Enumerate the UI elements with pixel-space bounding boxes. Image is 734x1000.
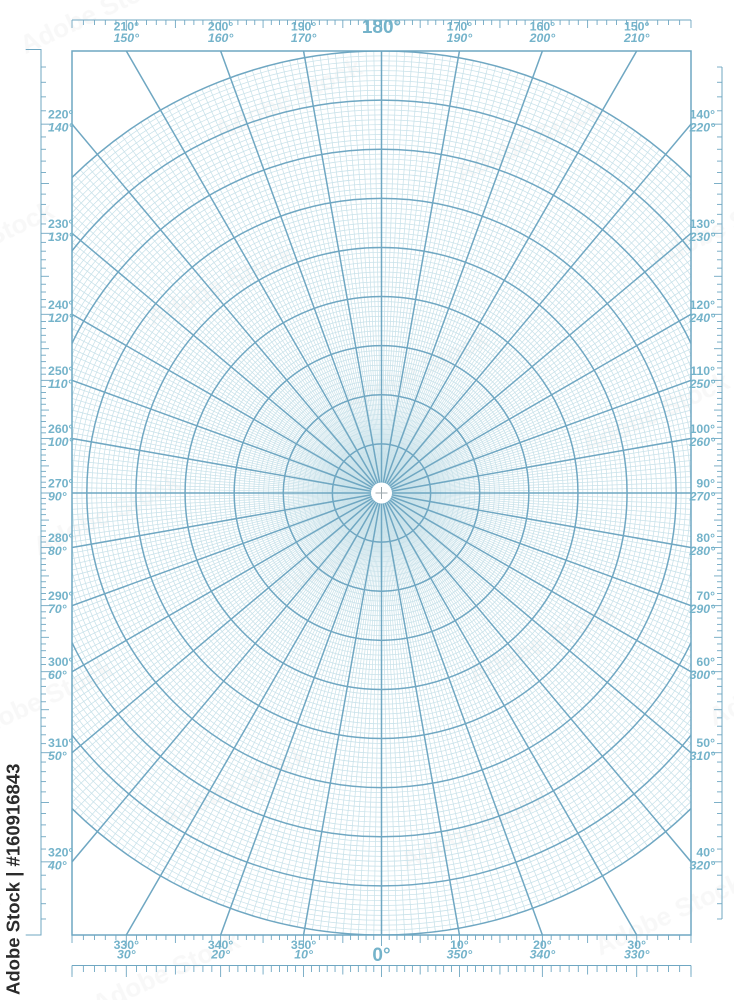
svg-text:230°: 230° xyxy=(689,230,716,244)
svg-text:320°: 320° xyxy=(690,858,716,872)
svg-text:30°: 30° xyxy=(117,947,136,961)
svg-text:280°: 280° xyxy=(689,544,716,558)
svg-text:260°: 260° xyxy=(48,422,74,436)
svg-text:290°: 290° xyxy=(48,589,74,603)
svg-text:80°: 80° xyxy=(696,531,715,545)
svg-text:110°: 110° xyxy=(690,364,715,378)
svg-text:50°: 50° xyxy=(696,736,715,750)
svg-text:250°: 250° xyxy=(48,364,74,378)
svg-text:140°: 140° xyxy=(690,108,716,122)
svg-text:230°: 230° xyxy=(48,217,74,231)
svg-text:70°: 70° xyxy=(48,602,67,616)
svg-text:140°: 140° xyxy=(48,121,74,135)
svg-text:190°: 190° xyxy=(447,31,473,45)
svg-text:320°: 320° xyxy=(48,845,74,859)
svg-text:350°: 350° xyxy=(447,947,473,961)
svg-text:300°: 300° xyxy=(690,668,716,682)
svg-text:260°: 260° xyxy=(689,435,716,449)
svg-text:130°: 130° xyxy=(48,230,74,244)
svg-text:150°: 150° xyxy=(114,31,140,45)
svg-text:240°: 240° xyxy=(48,298,74,312)
svg-text:220°: 220° xyxy=(48,108,74,122)
svg-text:290°: 290° xyxy=(689,602,716,616)
svg-text:60°: 60° xyxy=(696,655,715,669)
svg-text:130°: 130° xyxy=(690,217,716,231)
svg-text:280°: 280° xyxy=(48,531,74,545)
svg-text:40°: 40° xyxy=(696,845,715,859)
svg-text:250°: 250° xyxy=(689,377,716,391)
svg-text:60°: 60° xyxy=(48,668,67,682)
svg-text:80°: 80° xyxy=(48,544,67,558)
svg-text:110°: 110° xyxy=(48,377,73,391)
svg-text:20°: 20° xyxy=(210,947,230,961)
svg-text:330°: 330° xyxy=(624,947,650,961)
svg-text:40°: 40° xyxy=(47,858,67,872)
svg-text:10°: 10° xyxy=(294,947,313,961)
svg-text:270°: 270° xyxy=(48,477,74,491)
svg-text:90°: 90° xyxy=(696,477,715,491)
svg-text:160°: 160° xyxy=(208,31,234,45)
svg-text:120°: 120° xyxy=(48,311,74,325)
svg-text:200°: 200° xyxy=(529,31,556,45)
svg-text:90°: 90° xyxy=(48,490,67,504)
svg-text:210°: 210° xyxy=(623,31,650,45)
svg-text:300°: 300° xyxy=(48,655,74,669)
svg-text:310°: 310° xyxy=(48,736,74,750)
svg-text:340°: 340° xyxy=(530,947,556,961)
svg-text:310°: 310° xyxy=(690,749,716,763)
svg-text:180°: 180° xyxy=(362,17,401,38)
svg-text:270°: 270° xyxy=(689,490,716,504)
svg-text:100°: 100° xyxy=(48,435,74,449)
svg-text:100°: 100° xyxy=(690,422,716,436)
svg-text:Adobe Stock | #160916843: Adobe Stock | #160916843 xyxy=(3,764,24,995)
svg-text:240°: 240° xyxy=(689,311,716,325)
svg-text:0°: 0° xyxy=(372,945,390,966)
svg-text:220°: 220° xyxy=(689,121,716,135)
svg-text:120°: 120° xyxy=(690,298,716,312)
svg-text:50°: 50° xyxy=(48,749,67,763)
svg-text:170°: 170° xyxy=(291,31,317,45)
svg-text:70°: 70° xyxy=(696,589,715,603)
